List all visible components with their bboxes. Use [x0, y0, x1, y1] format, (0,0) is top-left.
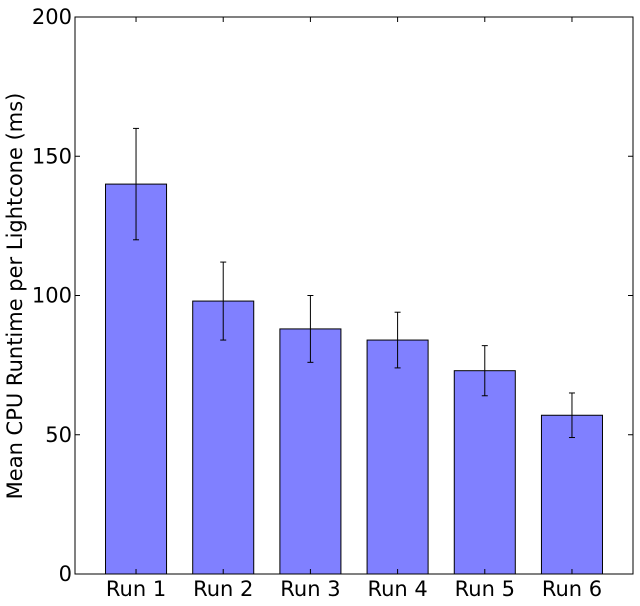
y-tick-label-2: 100	[32, 284, 72, 308]
y-tick-label-3: 150	[32, 144, 72, 168]
x-tick-label-4: Run 4	[367, 577, 427, 601]
x-tick-label-3: Run 3	[280, 577, 340, 601]
x-tick-label-1: Run 1	[106, 577, 166, 601]
bar-6	[540, 414, 603, 575]
bar-3	[279, 328, 342, 575]
bar-1	[105, 183, 168, 575]
y-axis-label: Mean CPU Runtime per Lightcone (ms)	[3, 93, 27, 500]
x-tick-label-6: Run 6	[542, 577, 602, 601]
bar-2	[192, 300, 255, 575]
y-tick-label-1: 50	[45, 423, 72, 447]
y-tick-label-4: 200	[32, 5, 72, 29]
x-tick-label-2: Run 2	[193, 577, 253, 601]
y-tick-label-0: 0	[59, 562, 72, 586]
x-tick-label-5: Run 5	[455, 577, 515, 601]
plot-area	[75, 17, 633, 574]
bar-5	[453, 370, 516, 575]
bar-4	[366, 339, 429, 575]
